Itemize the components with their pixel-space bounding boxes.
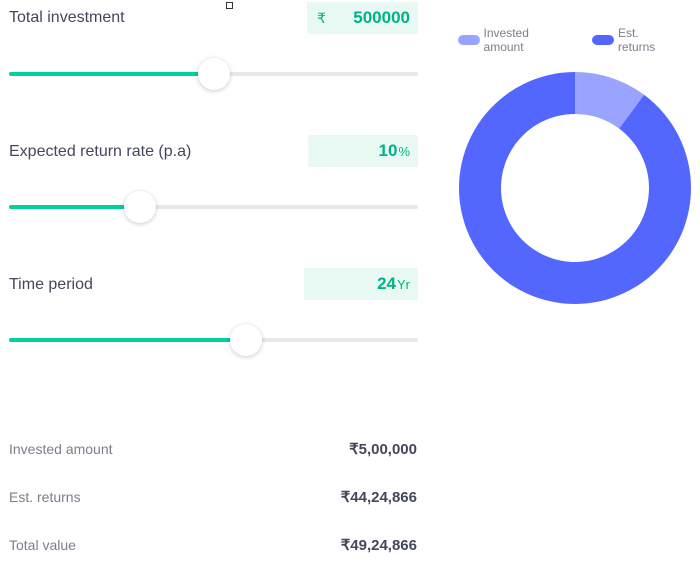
summary-invested-label: Invested amount (9, 441, 113, 457)
return-rate-input[interactable]: 10% (308, 135, 418, 167)
summary-invested-value: ₹5,00,000 (349, 441, 417, 458)
summary-returns-label: Est. returns (9, 489, 81, 505)
return-rate-slider[interactable] (9, 191, 418, 223)
legend-invested: Invested amount (458, 26, 570, 54)
time-period-input[interactable]: 24 Yr (304, 268, 418, 300)
return-rate-value: 10 (378, 141, 398, 160)
legend-invested-swatch (458, 35, 480, 45)
return-rate-slider-fill (9, 205, 140, 209)
summary-total-label: Total value (9, 537, 76, 553)
year-unit: Yr (397, 276, 410, 292)
summary-total-row: Total value ₹49,24,866 (9, 536, 417, 554)
donut-returns-slice (459, 72, 691, 304)
time-period-slider[interactable] (9, 324, 418, 356)
return-rate-label: Expected return rate (p.a) (9, 143, 192, 160)
donut-invested-slice (575, 72, 645, 129)
time-period-slider-fill (9, 338, 247, 342)
time-period-slider-thumb[interactable] (230, 324, 263, 356)
summary-returns-value: ₹44,24,866 (340, 489, 417, 506)
investment-input[interactable]: ₹ 500000 (307, 2, 418, 34)
investment-slider[interactable] (9, 58, 418, 90)
investment-slider-thumb[interactable] (197, 58, 230, 90)
investment-slider-fill (9, 72, 214, 76)
investment-field: Total investment ₹ 500000 (0, 0, 430, 100)
summary-invested-row: Invested amount ₹5,00,000 (9, 440, 417, 458)
legend-invested-label: Invested amount (483, 26, 529, 54)
legend-returns-label: Est. returns (617, 26, 656, 54)
donut-chart (459, 72, 691, 304)
time-period-label: Time period (9, 276, 93, 293)
time-period-value: 24 (377, 274, 396, 293)
investment-value: 500000 (353, 8, 410, 27)
investment-label: Total investment (9, 9, 125, 26)
percent-unit: % (398, 143, 410, 159)
time-period-field: Time period 24 Yr (0, 264, 430, 364)
return-rate-field: Expected return rate (p.a) 10% (0, 130, 430, 230)
chart-legend: Invested amount Est. returns (458, 26, 700, 54)
legend-returns: Est. returns (592, 26, 678, 54)
legend-returns-swatch (592, 35, 614, 45)
summary-total-value: ₹49,24,866 (340, 537, 417, 554)
summary-returns-row: Est. returns ₹44,24,866 (9, 488, 417, 506)
cursor-marker (226, 2, 233, 9)
rupee-icon: ₹ (317, 9, 326, 26)
return-rate-slider-thumb[interactable] (123, 191, 156, 223)
